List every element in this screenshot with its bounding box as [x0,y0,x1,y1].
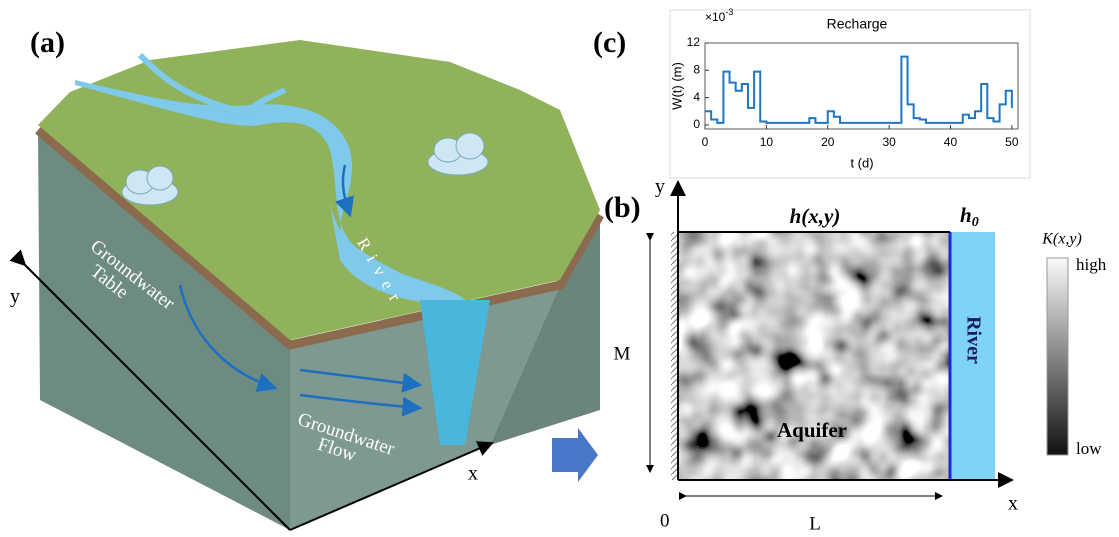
axis-label: x [1008,493,1018,515]
chart-title: Recharge [827,16,888,32]
axes-box [705,43,1018,129]
conductivity-field [678,232,950,480]
colorbar [1047,258,1068,455]
x-tick-label: 50 [1005,135,1019,149]
h0-sub: 0 [972,215,979,230]
no-flow-boundary [671,232,678,480]
y-tick-label: 4 [693,90,700,104]
y-tick-label: 0 [693,117,700,131]
boundary-label: h(x,y) [790,204,841,228]
colorbar-label: high [1076,255,1107,274]
axis-label: x [468,463,478,485]
colorbar-title: K(x,y) [1041,231,1082,248]
dimension-label: M [614,343,631,364]
series-line [705,57,1012,123]
transition-arrow [552,428,598,482]
region-label: Aquifer [777,418,847,442]
origin-label: 0 [660,510,670,531]
y-multiplier: ×10-3 [705,7,733,24]
x-tick-label: 20 [821,135,835,149]
multiplier-base: ×10 [705,10,726,24]
panel-label: (b) [604,191,641,224]
axis-label: y [10,286,20,308]
x-tick-label: 30 [882,135,896,149]
x-tick-label: 0 [702,135,709,149]
x-tick-label: 10 [760,135,774,149]
x-tick-label: 40 [944,135,958,149]
h0-main: h [960,203,972,227]
y-tick-label: 8 [693,62,700,76]
dimension-label: L [809,513,821,534]
axis-label: y [655,176,665,198]
x-axis-label: t (d) [850,155,873,170]
panel-label: (c) [593,26,626,59]
y-axis-label: W(t) (m) [669,62,684,110]
colorbar-label: low [1076,439,1102,458]
region-label: River [962,316,984,364]
multiplier-exponent: -3 [725,7,733,17]
plot-area: 0 4 8 12 0 10 20 30 40 50 [687,35,1019,149]
boundary-label: h0 [960,203,979,230]
y-tick-label: 12 [687,35,701,49]
figure: (a) y x Groundwater Table Groundwater Fl… [0,0,1119,537]
panel-label: (a) [30,26,65,59]
